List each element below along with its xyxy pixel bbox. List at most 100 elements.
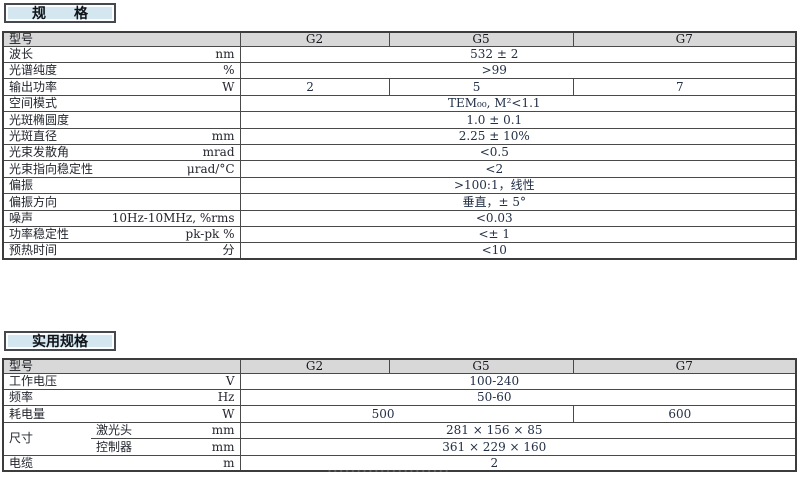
value-cell: 2 (239, 78, 390, 96)
row-label: 预热时间 (9, 243, 58, 258)
label-unit-wrap: 频率 Hz (9, 391, 235, 404)
label-unit-wrap: 功率稳定性 pk-pk % (9, 228, 235, 241)
value-cell: 600 (572, 405, 797, 423)
value-cell: TEM₀₀, M²<1.1 (239, 94, 797, 113)
unit-label: m (223, 455, 235, 470)
row-label: 偏振方向 (9, 194, 58, 209)
row-label: 工作电压 (9, 373, 58, 388)
table-row: 光束指向稳定性 μrad/°C <2 (2, 160, 797, 178)
value-cell: 50-60 (239, 388, 797, 407)
row-label: 输出功率 (9, 79, 58, 94)
label-cell: 电缆 m (2, 454, 241, 472)
value-cell: <0.5 (239, 143, 797, 162)
label-unit-wrap: 工作电压 V (9, 375, 235, 388)
value-cell: 5 (388, 78, 574, 96)
label-cell: 光束发散角 mrad (2, 143, 241, 162)
row-label: 光束指向稳定性 (9, 161, 94, 176)
value-cell: >99 (239, 61, 797, 80)
label-unit-wrap: 预热时间 分 (9, 244, 235, 257)
practical-spec-table: 型号 G2 G5 G7 工作电压 V 100-240 频率 Hz 50-60 耗电量 W 500 600 尺… (2, 358, 798, 473)
label-unit-wrap: 光斑直径 mm (9, 130, 235, 143)
value-cell: 2 (239, 454, 797, 472)
table-row: 空间模式 TEM₀₀, M²<1.1 (2, 94, 797, 113)
table-row: 输出功率 W 2 5 7 (2, 78, 797, 96)
model-header-cell: 型号 (2, 31, 241, 47)
row-label: 电缆 (9, 455, 34, 470)
value-cell: <10 (239, 242, 797, 260)
label-cell: 控制器 mm (91, 438, 241, 456)
value-cell: 500 (239, 405, 574, 423)
value-cell: 2.25 ± 10% (239, 127, 797, 145)
label-unit-wrap: 噪声 10Hz-10MHz, %rms (9, 212, 235, 225)
label-cell: 偏振 (2, 176, 241, 195)
label-cell: 空间模式 (2, 94, 241, 113)
table-row: 尺寸 激光头 mm 281 × 156 × 85 (2, 421, 797, 456)
row-label: 噪声 (9, 210, 34, 225)
row-label: 波长 (9, 46, 34, 61)
table-row: 波长 nm 532 ± 2 (2, 45, 797, 63)
label-unit-wrap: 波长 nm (9, 48, 235, 61)
label-cell: 频率 Hz (2, 388, 241, 407)
column-header: G5 (388, 358, 574, 374)
label-unit-wrap: 空间模式 (9, 97, 235, 110)
value-cell: <± 1 (239, 225, 797, 244)
label-unit-wrap: 偏振方向 (9, 194, 235, 209)
row-label: 耗电量 (9, 406, 46, 421)
watermark-text: ····················· (328, 467, 452, 477)
row-label: 光谱纯度 (9, 63, 58, 78)
label-unit-wrap: 光束指向稳定性 μrad/°C (9, 163, 235, 176)
value-cell: <0.03 (239, 209, 797, 227)
table-row: 控制器 mm 361 × 229 × 160 (3, 438, 797, 456)
table-row: 频率 Hz 50-60 (2, 388, 797, 407)
value-cell: 垂直，± 5° (239, 193, 797, 211)
label-unit-wrap: 光谱纯度% (9, 64, 235, 77)
label-unit-wrap: 激光头 mm (96, 424, 235, 437)
table-row: 光谱纯度% >99 (2, 61, 797, 80)
row-label: 功率稳定性 (9, 227, 70, 242)
unit-label: mm (211, 423, 235, 438)
value-cell: 7 (572, 78, 797, 96)
table-row: 噪声 10Hz-10MHz, %rms <0.03 (2, 209, 797, 227)
value-cell: >100:1，线性 (239, 176, 797, 195)
label-unit-wrap: 偏振 (9, 179, 235, 192)
table-header-row: 型号 G2 G5 G7 (2, 31, 797, 47)
row-label: 光斑直径 (9, 128, 58, 143)
label-unit-wrap: 光束发散角 mrad (9, 146, 235, 159)
table-header-row: 型号 G2 G5 G7 (2, 358, 797, 374)
row-label: 激光头 (96, 423, 133, 438)
label-cell: 噪声 10Hz-10MHz, %rms (2, 209, 241, 227)
row-label: 偏振 (9, 178, 34, 193)
table-row: 光束发散角 mrad <0.5 (2, 143, 797, 162)
table-row: 光斑椭圆度 1.0 ± 0.1 (2, 111, 797, 129)
table-row: 偏振方向 垂直，± 5° (2, 193, 797, 211)
practical-spec-section-title-text: 实用规格 (32, 334, 88, 350)
label-cell: 激光头 mm (91, 421, 241, 440)
practical-spec-table-body: 型号 G2 G5 G7 工作电压 V 100-240 频率 Hz 50-60 耗电量 W 500 600 尺… (2, 358, 797, 472)
column-header: G2 (239, 31, 390, 47)
value-cell: <2 (239, 160, 797, 178)
row-label: 光斑椭圆度 (9, 112, 70, 127)
label-cell: 光束指向稳定性 μrad/°C (2, 160, 241, 178)
unit-label: % (223, 63, 235, 78)
table-row: 光斑直径 mm 2.25 ± 10% (2, 127, 797, 145)
column-header: G2 (239, 358, 390, 374)
row-label: 光束发散角 (9, 145, 70, 160)
unit-label: mm (211, 439, 235, 454)
table-row: 偏振 >100:1，线性 (2, 176, 797, 195)
table-row: 耗电量 W 500 600 (2, 405, 797, 423)
row-label: 频率 (9, 390, 34, 405)
spec-table-body: 型号 G2 G5 G7 波长 nm 532 ± 2 光谱纯度% >99 输出功率 W 2 5 7 空间模式 T… (2, 31, 797, 260)
unit-label: Hz (217, 390, 235, 405)
spec-section-title: 规 格 (4, 3, 116, 23)
row-label: 控制器 (96, 439, 133, 454)
column-header: G7 (572, 358, 797, 374)
unit-label: W (222, 406, 235, 421)
label-cell: 光谱纯度% (2, 61, 241, 80)
spec-section-title-text: 规 格 (32, 6, 88, 22)
unit-label: μrad/°C (186, 161, 235, 176)
unit-label: nm (215, 46, 235, 61)
column-header: G7 (572, 31, 797, 47)
model-header-cell: 型号 (2, 358, 241, 374)
value-cell: 100-240 (239, 372, 797, 390)
table-row: 预热时间 分 <10 (2, 242, 797, 260)
